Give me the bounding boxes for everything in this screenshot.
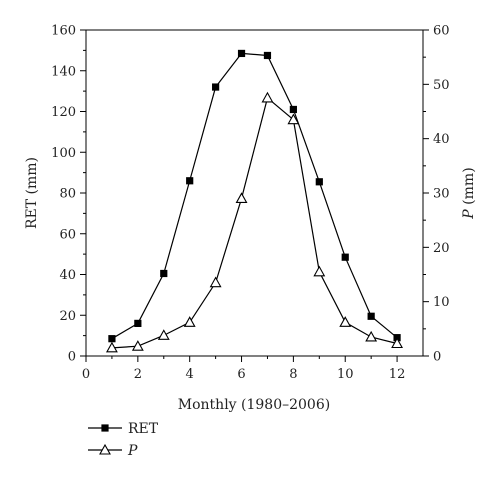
right-y-tick-label: 10: [433, 295, 450, 310]
ret-point: [212, 83, 220, 91]
x-tick-label: 12: [389, 367, 406, 382]
left-y-tick-label: 40: [59, 268, 76, 283]
left-y-axis-ticks: 0 20 40 60 80 100 120 140 160: [51, 24, 86, 365]
ret-point: [341, 253, 349, 261]
ret-series-line: [111, 52, 398, 340]
legend: RET P: [88, 421, 159, 459]
ret-point: [186, 177, 194, 185]
right-y-axis-title-symbol: P: [461, 209, 477, 220]
x-axis-ticks: 0 2 4 6 8 10 12: [82, 356, 405, 382]
ret-point: [160, 269, 168, 278]
right-y-tick-label: 20: [433, 241, 450, 256]
p-point: [105, 341, 118, 353]
x-tick-label: 2: [134, 367, 142, 382]
p-point: [391, 337, 404, 349]
right-y-axis-title: P (mm): [461, 167, 477, 219]
right-y-tick-label: 30: [433, 187, 450, 202]
p-point: [235, 192, 248, 203]
ret-point: [108, 335, 116, 343]
ret-point: [367, 312, 375, 320]
right-y-axis-title-unit: (mm): [461, 167, 477, 209]
p-point: [209, 276, 222, 288]
x-tick-label: 4: [186, 367, 194, 382]
ret-point: [263, 51, 272, 60]
x-tick-label: 8: [289, 367, 297, 382]
right-y-tick-label: 50: [433, 78, 450, 93]
ret-point: [237, 49, 246, 58]
p-point: [339, 316, 352, 327]
series-layer: [105, 49, 404, 353]
left-y-tick-label: 80: [59, 187, 76, 202]
right-y-tick-label: 60: [433, 24, 450, 39]
plot-frame: [85, 29, 424, 357]
x-tick-label: 10: [337, 367, 354, 382]
legend-p-marker: [99, 443, 111, 455]
left-y-tick-label: 60: [59, 227, 76, 242]
x-axis-title: Monthly (1980–2006): [178, 397, 330, 413]
left-y-axis-title: RET (mm): [24, 157, 40, 229]
p-point: [261, 91, 274, 103]
left-y-tick-label: 20: [59, 309, 76, 324]
right-y-tick-label: 40: [433, 132, 450, 147]
p-point: [313, 265, 326, 277]
p-point: [183, 316, 196, 327]
ret-point: [315, 178, 323, 186]
left-y-tick-label: 140: [51, 64, 76, 79]
ret-point: [134, 319, 142, 327]
p-series-line: [111, 96, 398, 349]
ret-point: [289, 105, 297, 114]
left-y-tick-label: 0: [68, 350, 76, 365]
p-point: [287, 113, 300, 125]
p-point: [131, 340, 144, 351]
left-y-tick-label: 100: [51, 146, 76, 161]
right-y-tick-label: 0: [433, 350, 441, 365]
plot-area-border: [85, 29, 424, 357]
legend-p-label: P: [127, 443, 138, 459]
legend-ret-label: RET: [128, 421, 159, 437]
left-y-tick-label: 160: [51, 24, 76, 39]
p-point: [365, 330, 378, 342]
legend-ret-marker: [101, 424, 109, 432]
x-tick-label: 6: [237, 367, 245, 382]
left-y-tick-label: 120: [51, 105, 76, 120]
p-point: [157, 329, 170, 340]
right-y-axis-ticks: 0 10 20 30 40 50 60: [423, 24, 450, 365]
x-tick-label: 0: [82, 367, 90, 382]
